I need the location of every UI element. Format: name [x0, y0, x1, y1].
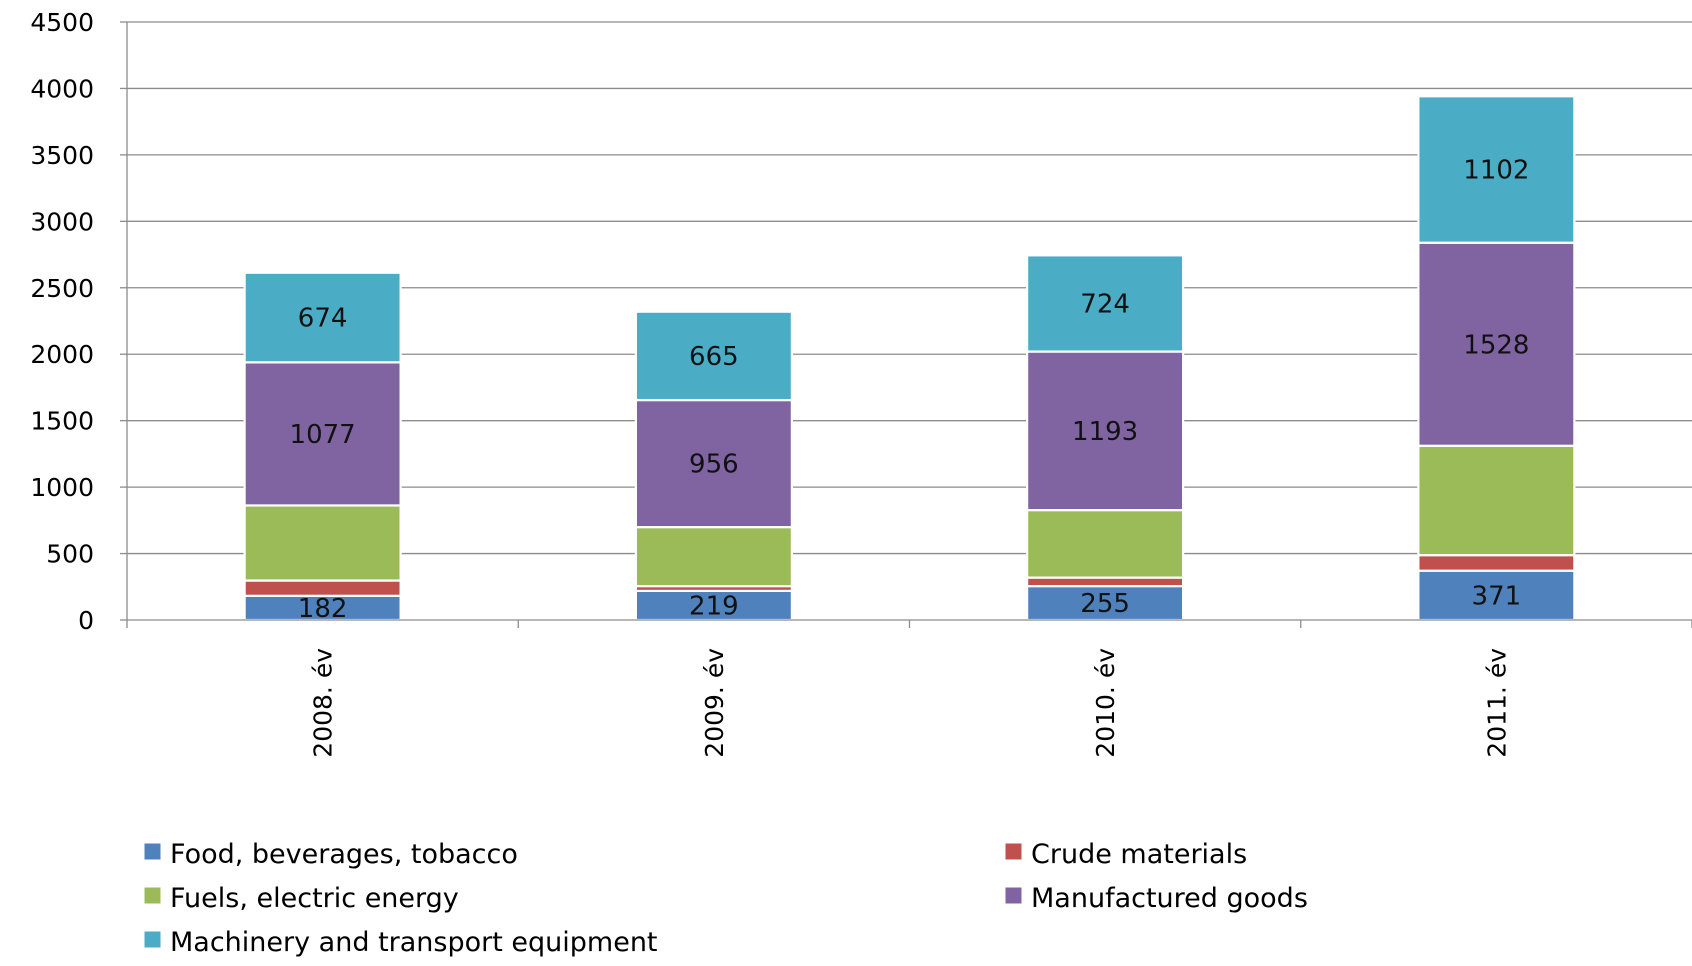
bar-segment — [634, 398, 793, 529]
axes — [120, 21, 1692, 628]
bar-segment — [634, 310, 793, 402]
bar-segment — [243, 271, 402, 364]
legend-label: Manufactured goods — [1031, 883, 1308, 914]
bar-stacks — [243, 95, 1576, 622]
bar-segment — [1417, 444, 1576, 557]
y-tick-label: 4000 — [30, 74, 94, 103]
data-label: 724 — [1080, 289, 1130, 319]
data-label: 674 — [298, 304, 348, 334]
x-category-label: 2008. év — [309, 648, 338, 758]
data-label: 371 — [1472, 581, 1522, 611]
x-category-label: 2011. év — [1482, 648, 1511, 758]
bar-segment — [1026, 576, 1185, 588]
y-tick-label: 2000 — [30, 340, 94, 369]
bar-segment — [1026, 585, 1185, 622]
bar-segment — [1026, 350, 1185, 512]
bar-segment — [1417, 95, 1576, 244]
bar-segment — [1026, 509, 1185, 579]
data-label: 1528 — [1463, 330, 1529, 360]
data-label: 665 — [689, 342, 739, 372]
bar-segment — [1417, 554, 1576, 572]
y-axis-tick-labels: 0 500 1000 1500 2000 2500 3000 3500 4000 4500 — [30, 8, 94, 635]
data-label: 1193 — [1072, 417, 1138, 447]
bar-segment — [634, 526, 793, 588]
x-axis-tick-labels: 2008. év 2009. év 2010. év 2011. év — [309, 648, 1512, 758]
x-category-label: 2009. év — [700, 648, 729, 758]
data-label: 1077 — [290, 420, 356, 450]
legend-label: Machinery and transport equipment — [170, 927, 658, 958]
bar-segment — [1417, 241, 1576, 447]
data-label: 1102 — [1463, 156, 1529, 186]
y-tick-label: 500 — [46, 540, 94, 569]
legend: Food, beverages, tobacco Crude materials F… — [143, 839, 1308, 958]
legend-swatch — [143, 842, 162, 861]
y-tick-label: 1000 — [30, 473, 94, 502]
y-tick-label: 4500 — [30, 8, 94, 37]
bar-segment — [243, 504, 402, 582]
legend-swatch — [1004, 842, 1023, 861]
legend-label: Fuels, electric energy — [170, 883, 459, 914]
bar-segment — [1026, 254, 1185, 353]
data-labels: 182 1077 674 219 956 665 255 1193 724 371 1528 1102 — [290, 156, 1530, 624]
y-tick-label: 3000 — [30, 207, 94, 236]
data-label: 956 — [689, 450, 739, 480]
data-label: 255 — [1080, 589, 1130, 619]
y-tick-label: 2500 — [30, 274, 94, 303]
legend-swatch — [1004, 886, 1023, 905]
y-tick-label: 0 — [78, 606, 94, 635]
x-category-label: 2010. év — [1091, 648, 1120, 758]
data-label: 219 — [689, 591, 739, 621]
legend-label: Food, beverages, tobacco — [170, 839, 518, 870]
legend-swatch — [143, 886, 162, 905]
y-tick-label: 1500 — [30, 407, 94, 436]
legend-label: Crude materials — [1031, 839, 1247, 870]
y-tick-label: 3500 — [30, 141, 94, 170]
legend-swatch — [143, 930, 162, 949]
data-label: 182 — [298, 594, 348, 624]
bar-segment — [1417, 569, 1576, 622]
